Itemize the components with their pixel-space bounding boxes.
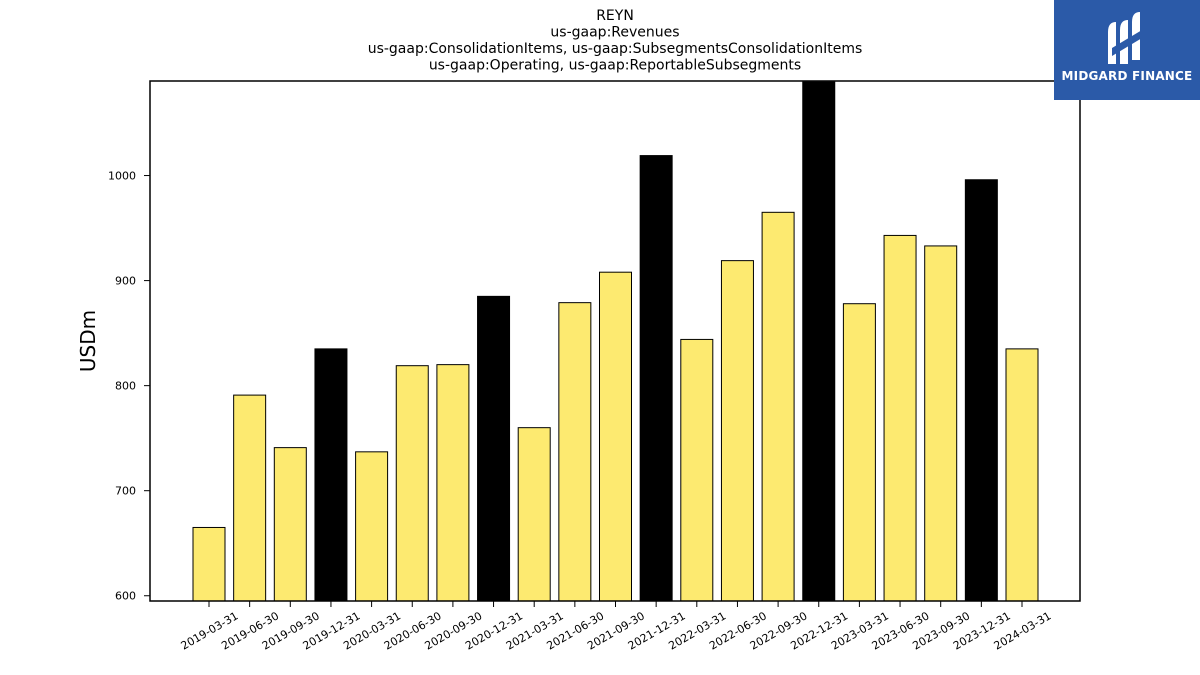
bar-2020-12-31 [477, 295, 511, 602]
bar-2024-03-31 [1005, 348, 1039, 602]
chart-title: REYNus-gaap:Revenuesus-gaap:Consolidatio… [368, 8, 863, 74]
bar-2021-03-31 [517, 427, 551, 602]
x-axis-ticks: 2019-03-312019-06-302019-09-302019-12-31… [179, 601, 1054, 653]
bar-2021-06-30 [558, 302, 592, 602]
title-line: us-gaap:Operating, us-gaap:ReportableSub… [429, 58, 801, 74]
bar-2023-03-31 [842, 303, 876, 602]
midgard-m-logo-icon [1108, 12, 1142, 64]
bar-2023-12-31 [964, 179, 998, 602]
y-tick-label: 600 [115, 590, 136, 603]
bar-2020-06-30 [395, 365, 429, 602]
y-axis-ticks: 600 700 800 900 1000 [108, 170, 150, 603]
bars [192, 81, 1039, 602]
bar-2022-03-31 [680, 338, 714, 602]
bar-2020-03-31 [355, 451, 389, 602]
y-tick-label: 700 [115, 485, 136, 498]
bar-2019-09-30 [273, 447, 307, 602]
title-line: us-gaap:ConsolidationItems, us-gaap:Subs… [368, 41, 863, 57]
y-axis-label: USDm [76, 310, 100, 372]
y-tick-label: 1000 [108, 170, 136, 183]
bar-2020-09-30 [436, 364, 470, 602]
bar-2019-03-31 [192, 526, 226, 602]
title-line: us-gaap:Revenues [550, 25, 679, 41]
bar-2022-09-30 [761, 211, 795, 602]
logo-text: MIDGARD FINANCE [1061, 69, 1193, 83]
bar-2021-09-30 [599, 271, 632, 602]
bar-2021-12-31 [639, 155, 673, 602]
bar-2019-06-30 [233, 394, 267, 602]
y-tick-label: 800 [115, 380, 136, 393]
title-line: REYN [596, 8, 634, 24]
y-tick-label: 900 [115, 275, 136, 288]
bar-2022-06-30 [720, 260, 754, 602]
bar-2023-09-30 [924, 245, 958, 602]
plot-frame [149, 80, 1081, 602]
bar-2022-12-31 [802, 81, 836, 602]
bar-2019-12-31 [314, 348, 348, 602]
midgard-finance-logo: MIDGARD FINANCE [1054, 0, 1200, 100]
bar-2023-06-30 [883, 234, 917, 602]
